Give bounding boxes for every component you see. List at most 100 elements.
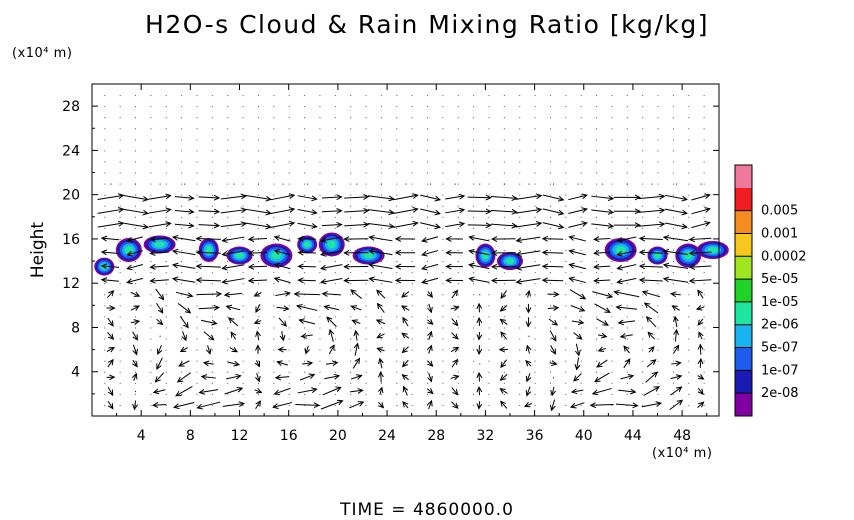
wind-dot [135,391,136,392]
grid-dot [366,272,367,273]
grid-dot [381,128,382,129]
grid-dot [135,173,136,174]
grid-dot [688,283,689,284]
grid-dot [581,327,582,328]
wind-vector [572,390,583,392]
grid-dot [673,195,674,196]
grid-dot [581,250,582,251]
grid-dot [289,272,290,273]
y-tick-label: 20 [62,188,80,204]
grid-dot [304,106,305,107]
grid-dot [104,95,105,96]
grid-dot [304,206,305,207]
grid-dot [473,173,474,174]
cloud-blob [144,235,176,253]
grid-dot [212,95,213,96]
grid-dot [273,350,274,351]
wind-vector [178,303,190,312]
grid-dot [488,239,489,240]
grid-dot [565,195,566,196]
grid-dot [396,139,397,140]
grid-dot [673,95,674,96]
grid-dot [627,173,628,174]
wind-vector [568,223,586,228]
wind-vector [638,196,664,198]
grid-dot [704,405,705,406]
cloud-blob [497,252,523,270]
grid-dot [442,128,443,129]
grid-dot [673,394,674,395]
wind-vector [176,292,192,296]
grid-dot [396,339,397,340]
wind-vector [698,376,704,379]
grid-dot [227,161,228,162]
grid-dot [611,228,612,229]
grid-dot [150,405,151,406]
grid-dot [150,372,151,373]
wind-vector [377,320,385,324]
grid-dot [135,272,136,273]
grid-dot [335,117,336,118]
colorbar-label: 2e-06 [761,318,799,333]
grid-dot [596,350,597,351]
wind-vector [107,348,114,352]
grid-dot [366,383,367,384]
wind-vector [698,388,703,394]
grid-dot [519,139,520,140]
grid-dot [319,139,320,140]
grid-dot [565,339,566,340]
grid-dot [289,361,290,362]
grid-dot [104,195,105,196]
wind-vector [422,237,438,241]
wind-dot [110,184,111,185]
wind-vector [617,278,636,282]
colorbar-label: 1e-07 [761,363,799,378]
wind-vector [154,390,165,393]
grid-dot [642,316,643,317]
grid-dot [104,294,105,295]
grid-dot [488,305,489,306]
grid-dot [473,283,474,284]
grid-dot [227,327,228,328]
grid-dot [258,173,259,174]
wind-vector [208,345,210,353]
grid-dot [197,184,198,185]
grid-dot [227,95,228,96]
grid-dot [642,195,643,196]
wind-vector [204,363,214,364]
wind-vector [404,387,408,396]
grid-dot [212,394,213,395]
grid-dot [381,150,382,151]
grid-dot [396,272,397,273]
grid-dot [442,239,443,240]
wind-vector [624,359,630,368]
grid-dot [581,228,582,229]
grid-dot [427,217,428,218]
grid-dot [258,250,259,251]
grid-dot [273,195,274,196]
wind-dot [406,184,407,185]
grid-dot [642,184,643,185]
wind-vector [451,347,458,351]
wind-vector [199,211,219,212]
wind-vector [647,317,656,327]
wind-vector [479,387,480,395]
grid-dot [673,272,674,273]
wind-vector [175,224,194,226]
grid-dot [273,372,274,373]
wind-vector [517,237,541,241]
wind-dot [381,184,382,185]
grid-dot [243,361,244,362]
wind-vector [226,376,240,379]
grid-dot [550,350,551,351]
grid-dot [688,372,689,373]
y-tick-label: 28 [62,99,80,115]
grid-dot [166,316,167,317]
wind-vector [256,401,261,409]
grid-dot [688,394,689,395]
wind-vector [107,291,113,298]
grid-dot [412,228,413,229]
wind-vector [501,374,508,380]
grid-dot [458,372,459,373]
grid-dot [581,184,582,185]
